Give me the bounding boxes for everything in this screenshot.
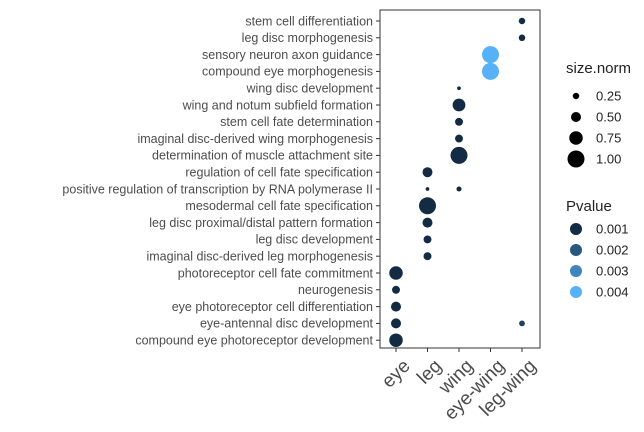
pvalue-legend-key: [570, 286, 582, 298]
size-legend-label: 0.25: [596, 89, 621, 104]
data-point: [455, 134, 463, 143]
data-point: [519, 320, 525, 327]
size-legend-key: [572, 92, 580, 100]
data-point: [423, 235, 432, 244]
y-tick-label: leg disc development: [256, 233, 374, 247]
data-point: [455, 117, 463, 126]
data-point: [422, 217, 433, 228]
data-point: [456, 186, 462, 192]
pvalue-legend-label: 0.002: [596, 243, 629, 258]
pvalue-legend-key: [570, 244, 582, 256]
y-tick-label: wing and notum subfield formation: [182, 98, 373, 112]
y-tick-label: imaginal disc-derived leg morphogenesis: [146, 250, 373, 264]
y-tick-label: neurogenesis: [298, 283, 373, 297]
data-point: [391, 301, 401, 312]
size-legend-key: [569, 131, 583, 145]
size-legend: size.norm 0.25 0.50 0.75 1.00: [566, 60, 631, 168]
y-tick-label: eye-antennal disc development: [200, 317, 374, 331]
plot-panel-border: [379, 9, 541, 349]
data-point: [419, 197, 436, 215]
y-tick-label: compound eye morphogenesis: [202, 65, 373, 79]
pvalue-legend-label: 0.004: [596, 285, 629, 300]
size-legend-key: [571, 112, 581, 122]
data-point: [423, 252, 432, 261]
chart-points: [389, 17, 526, 347]
y-tick-label: eye photoreceptor cell differentiation: [172, 300, 373, 314]
data-point: [389, 266, 403, 280]
size-legend-label: 0.50: [596, 110, 621, 125]
y-tick-label: imaginal disc-derived wing morphogenesis: [137, 132, 373, 146]
y-tick-label: leg disc morphogenesis: [242, 31, 373, 45]
data-point: [391, 318, 401, 329]
y-tick-label: mesodermal cell fate specification: [185, 199, 373, 213]
data-point: [518, 34, 526, 42]
y-tick-label: wing disc development: [246, 82, 374, 96]
data-point: [457, 86, 461, 91]
pvalue-legend-title: Pvalue: [566, 198, 612, 215]
pvalue-legend-label: 0.001: [596, 222, 629, 237]
data-point: [518, 17, 526, 25]
x-tick-label: eye: [378, 356, 415, 393]
y-tick-label: photoreceptor cell fate commitment: [178, 266, 374, 280]
data-point: [422, 167, 433, 178]
data-point: [392, 285, 400, 294]
pvalue-legend-key: [570, 223, 582, 235]
pvalue-legend-key: [570, 265, 582, 277]
data-point: [452, 98, 466, 112]
size-legend-label: 1.00: [596, 152, 621, 167]
data-point: [389, 333, 403, 347]
data-point: [450, 146, 468, 164]
y-tick-label: positive regulation of transcription by …: [62, 182, 373, 196]
y-tick-label: stem cell fate determination: [220, 115, 373, 129]
pvalue-legend-label: 0.003: [596, 264, 629, 279]
size-legend-title: size.norm: [566, 60, 631, 77]
size-legend-label: 0.75: [596, 131, 621, 146]
data-point: [425, 187, 430, 191]
y-tick-label: stem cell differentiation: [245, 14, 373, 28]
y-tick-label: regulation of cell fate specification: [185, 166, 373, 180]
data-point: [482, 62, 499, 80]
size-legend-key: [567, 150, 585, 168]
pvalue-legend: Pvalue 0.001 0.002 0.003 0.004: [566, 198, 629, 300]
y-axis-tick-labels: stem cell differentiation leg disc morpho…: [62, 14, 380, 348]
y-tick-label: compound eye photoreceptor development: [135, 334, 373, 348]
y-tick-label: determination of muscle attachment site: [152, 149, 373, 163]
y-tick-label: sensory neuron axon guidance: [202, 48, 373, 62]
data-point: [482, 46, 499, 64]
y-tick-label: leg disc proximal/distal pattern formati…: [149, 216, 373, 230]
